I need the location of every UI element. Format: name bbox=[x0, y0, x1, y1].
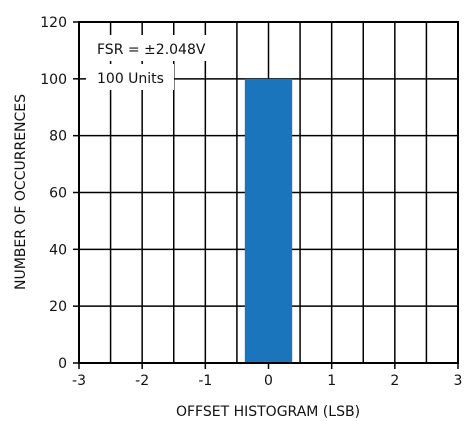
x-tick-labels: -3 -2 -1 0 1 2 3 bbox=[72, 363, 462, 389]
bar bbox=[244, 78, 293, 363]
y-tick-label: 60 bbox=[49, 186, 67, 202]
y-tick-label: 100 bbox=[40, 72, 67, 88]
y-tick-labels: 0 20 40 60 80 100 120 bbox=[40, 15, 79, 372]
annotation-units-background bbox=[86, 64, 174, 90]
x-tick-label: 1 bbox=[327, 373, 336, 389]
annotation-fsr: FSR = ±2.048V bbox=[97, 42, 206, 58]
y-tick-label: 40 bbox=[49, 242, 67, 258]
y-tick-label: 80 bbox=[49, 129, 67, 145]
x-tick-label: 0 bbox=[264, 373, 273, 389]
x-tick-label: -1 bbox=[198, 373, 212, 389]
x-tick-label: -3 bbox=[72, 373, 86, 389]
x-tick-label: 2 bbox=[390, 373, 399, 389]
x-tick-label: 3 bbox=[454, 373, 463, 389]
x-tick-label: -2 bbox=[135, 373, 149, 389]
y-tick-label: 0 bbox=[58, 356, 67, 372]
annotation-fsr-background bbox=[86, 35, 224, 61]
y-tick-label: 120 bbox=[40, 15, 67, 31]
x-axis-label: OFFSET HISTOGRAM (LSB) bbox=[176, 404, 360, 420]
y-axis-label: NUMBER OF OCCURRENCES bbox=[13, 94, 29, 290]
bar-series bbox=[244, 78, 293, 363]
y-tick-label: 20 bbox=[49, 299, 67, 315]
annotation-units: 100 Units bbox=[97, 71, 164, 87]
